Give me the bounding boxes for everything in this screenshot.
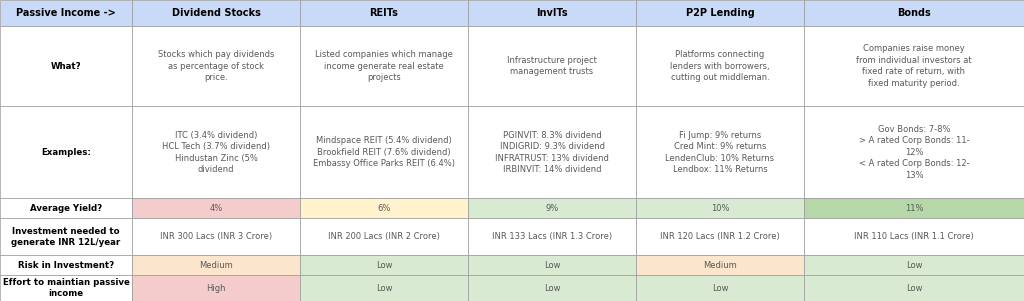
Text: INR 110 Lacs (INR 1.1 Crore): INR 110 Lacs (INR 1.1 Crore) — [854, 232, 974, 241]
Bar — [300, 0, 468, 26]
Bar — [132, 0, 300, 26]
Bar — [468, 255, 636, 275]
Bar — [132, 107, 300, 198]
Text: Risk in Investment?: Risk in Investment? — [18, 261, 114, 270]
Text: Mindspace REIT (5.4% dividend)
Brookfield REIT (7.6% dividend)
Embassy Office Pa: Mindspace REIT (5.4% dividend) Brookfiel… — [313, 136, 455, 168]
Bar — [132, 275, 300, 301]
Text: ITC (3.4% dividend)
HCL Tech (3.7% dividend)
Hindustan Zinc (5%
dividend: ITC (3.4% dividend) HCL Tech (3.7% divid… — [162, 131, 270, 174]
Bar — [0, 107, 132, 198]
Text: Low: Low — [906, 284, 923, 293]
Text: REITs: REITs — [370, 8, 398, 18]
Text: Low: Low — [712, 284, 728, 293]
Bar — [300, 26, 468, 107]
Text: PGINVIT: 8.3% dividend
INDIGRID: 9.3% dividend
INFRATRUST: 13% dividend
IRBINVIT: PGINVIT: 8.3% dividend INDIGRID: 9.3% di… — [495, 131, 609, 174]
Text: Medium: Medium — [199, 261, 232, 270]
Bar — [636, 255, 804, 275]
Bar — [300, 255, 468, 275]
Bar — [636, 219, 804, 255]
Bar — [804, 26, 1024, 107]
Text: INR 133 Lacs (INR 1.3 Crore): INR 133 Lacs (INR 1.3 Crore) — [492, 232, 612, 241]
Bar — [468, 198, 636, 219]
Text: Low: Low — [906, 261, 923, 270]
Text: P2P Lending: P2P Lending — [686, 8, 755, 18]
Bar — [0, 255, 132, 275]
Text: Effort to maintian passive
income: Effort to maintian passive income — [3, 278, 129, 298]
Bar — [636, 0, 804, 26]
Bar — [300, 219, 468, 255]
Bar — [468, 0, 636, 26]
Bar — [468, 275, 636, 301]
Text: Low: Low — [376, 284, 392, 293]
Bar — [804, 255, 1024, 275]
Bar — [0, 219, 132, 255]
Bar — [468, 107, 636, 198]
Bar — [300, 275, 468, 301]
Bar — [636, 198, 804, 219]
Text: Medium: Medium — [703, 261, 737, 270]
Bar — [300, 107, 468, 198]
Text: 4%: 4% — [209, 204, 222, 213]
Text: 9%: 9% — [546, 204, 559, 213]
Bar — [804, 0, 1024, 26]
Text: Average Yield?: Average Yield? — [30, 204, 102, 213]
Bar — [132, 198, 300, 219]
Text: Passive Income ->: Passive Income -> — [16, 8, 116, 18]
Bar — [804, 275, 1024, 301]
Text: Dividend Stocks: Dividend Stocks — [172, 8, 260, 18]
Text: InvITs: InvITs — [537, 8, 568, 18]
Bar — [468, 26, 636, 107]
Text: INR 200 Lacs (INR 2 Crore): INR 200 Lacs (INR 2 Crore) — [328, 232, 440, 241]
Text: Platforms connecting
lenders with borrowers,
cutting out middleman.: Platforms connecting lenders with borrow… — [670, 50, 770, 82]
Text: Infrastructure project
management trusts: Infrastructure project management trusts — [507, 56, 597, 76]
Bar — [636, 26, 804, 107]
Bar — [0, 198, 132, 219]
Bar — [132, 255, 300, 275]
Text: What?: What? — [50, 62, 81, 70]
Bar — [468, 219, 636, 255]
Text: Stocks which pay dividends
as percentage of stock
price.: Stocks which pay dividends as percentage… — [158, 50, 274, 82]
Text: High: High — [206, 284, 225, 293]
Text: Fi Jump: 9% returns
Cred Mint: 9% returns
LendenClub: 10% Returns
Lendbox: 11% R: Fi Jump: 9% returns Cred Mint: 9% return… — [666, 131, 774, 174]
Text: 10%: 10% — [711, 204, 729, 213]
Bar — [804, 198, 1024, 219]
Text: Examples:: Examples: — [41, 148, 91, 157]
Bar — [0, 26, 132, 107]
Bar — [0, 0, 132, 26]
Bar — [636, 275, 804, 301]
Bar — [0, 275, 132, 301]
Bar — [636, 107, 804, 198]
Bar — [132, 26, 300, 107]
Text: INR 300 Lacs (INR 3 Crore): INR 300 Lacs (INR 3 Crore) — [160, 232, 272, 241]
Bar — [804, 107, 1024, 198]
Text: 6%: 6% — [377, 204, 391, 213]
Bar — [804, 219, 1024, 255]
Text: 11%: 11% — [905, 204, 924, 213]
Bar — [300, 198, 468, 219]
Text: Gov Bonds: 7-8%
> A rated Corp Bonds: 11-
12%
< A rated Corp Bonds: 12-
13%: Gov Bonds: 7-8% > A rated Corp Bonds: 11… — [859, 125, 970, 180]
Bar — [132, 219, 300, 255]
Text: Bonds: Bonds — [897, 8, 931, 18]
Text: Low: Low — [544, 284, 560, 293]
Text: Investment needed to
generate INR 12L/year: Investment needed to generate INR 12L/ye… — [11, 227, 121, 247]
Text: Listed companies which manage
income generate real estate
projects: Listed companies which manage income gen… — [315, 50, 453, 82]
Text: Low: Low — [376, 261, 392, 270]
Text: Low: Low — [544, 261, 560, 270]
Text: INR 120 Lacs (INR 1.2 Crore): INR 120 Lacs (INR 1.2 Crore) — [660, 232, 780, 241]
Text: Companies raise money
from individual investors at
fixed rate of return, with
fi: Companies raise money from individual in… — [856, 45, 972, 88]
